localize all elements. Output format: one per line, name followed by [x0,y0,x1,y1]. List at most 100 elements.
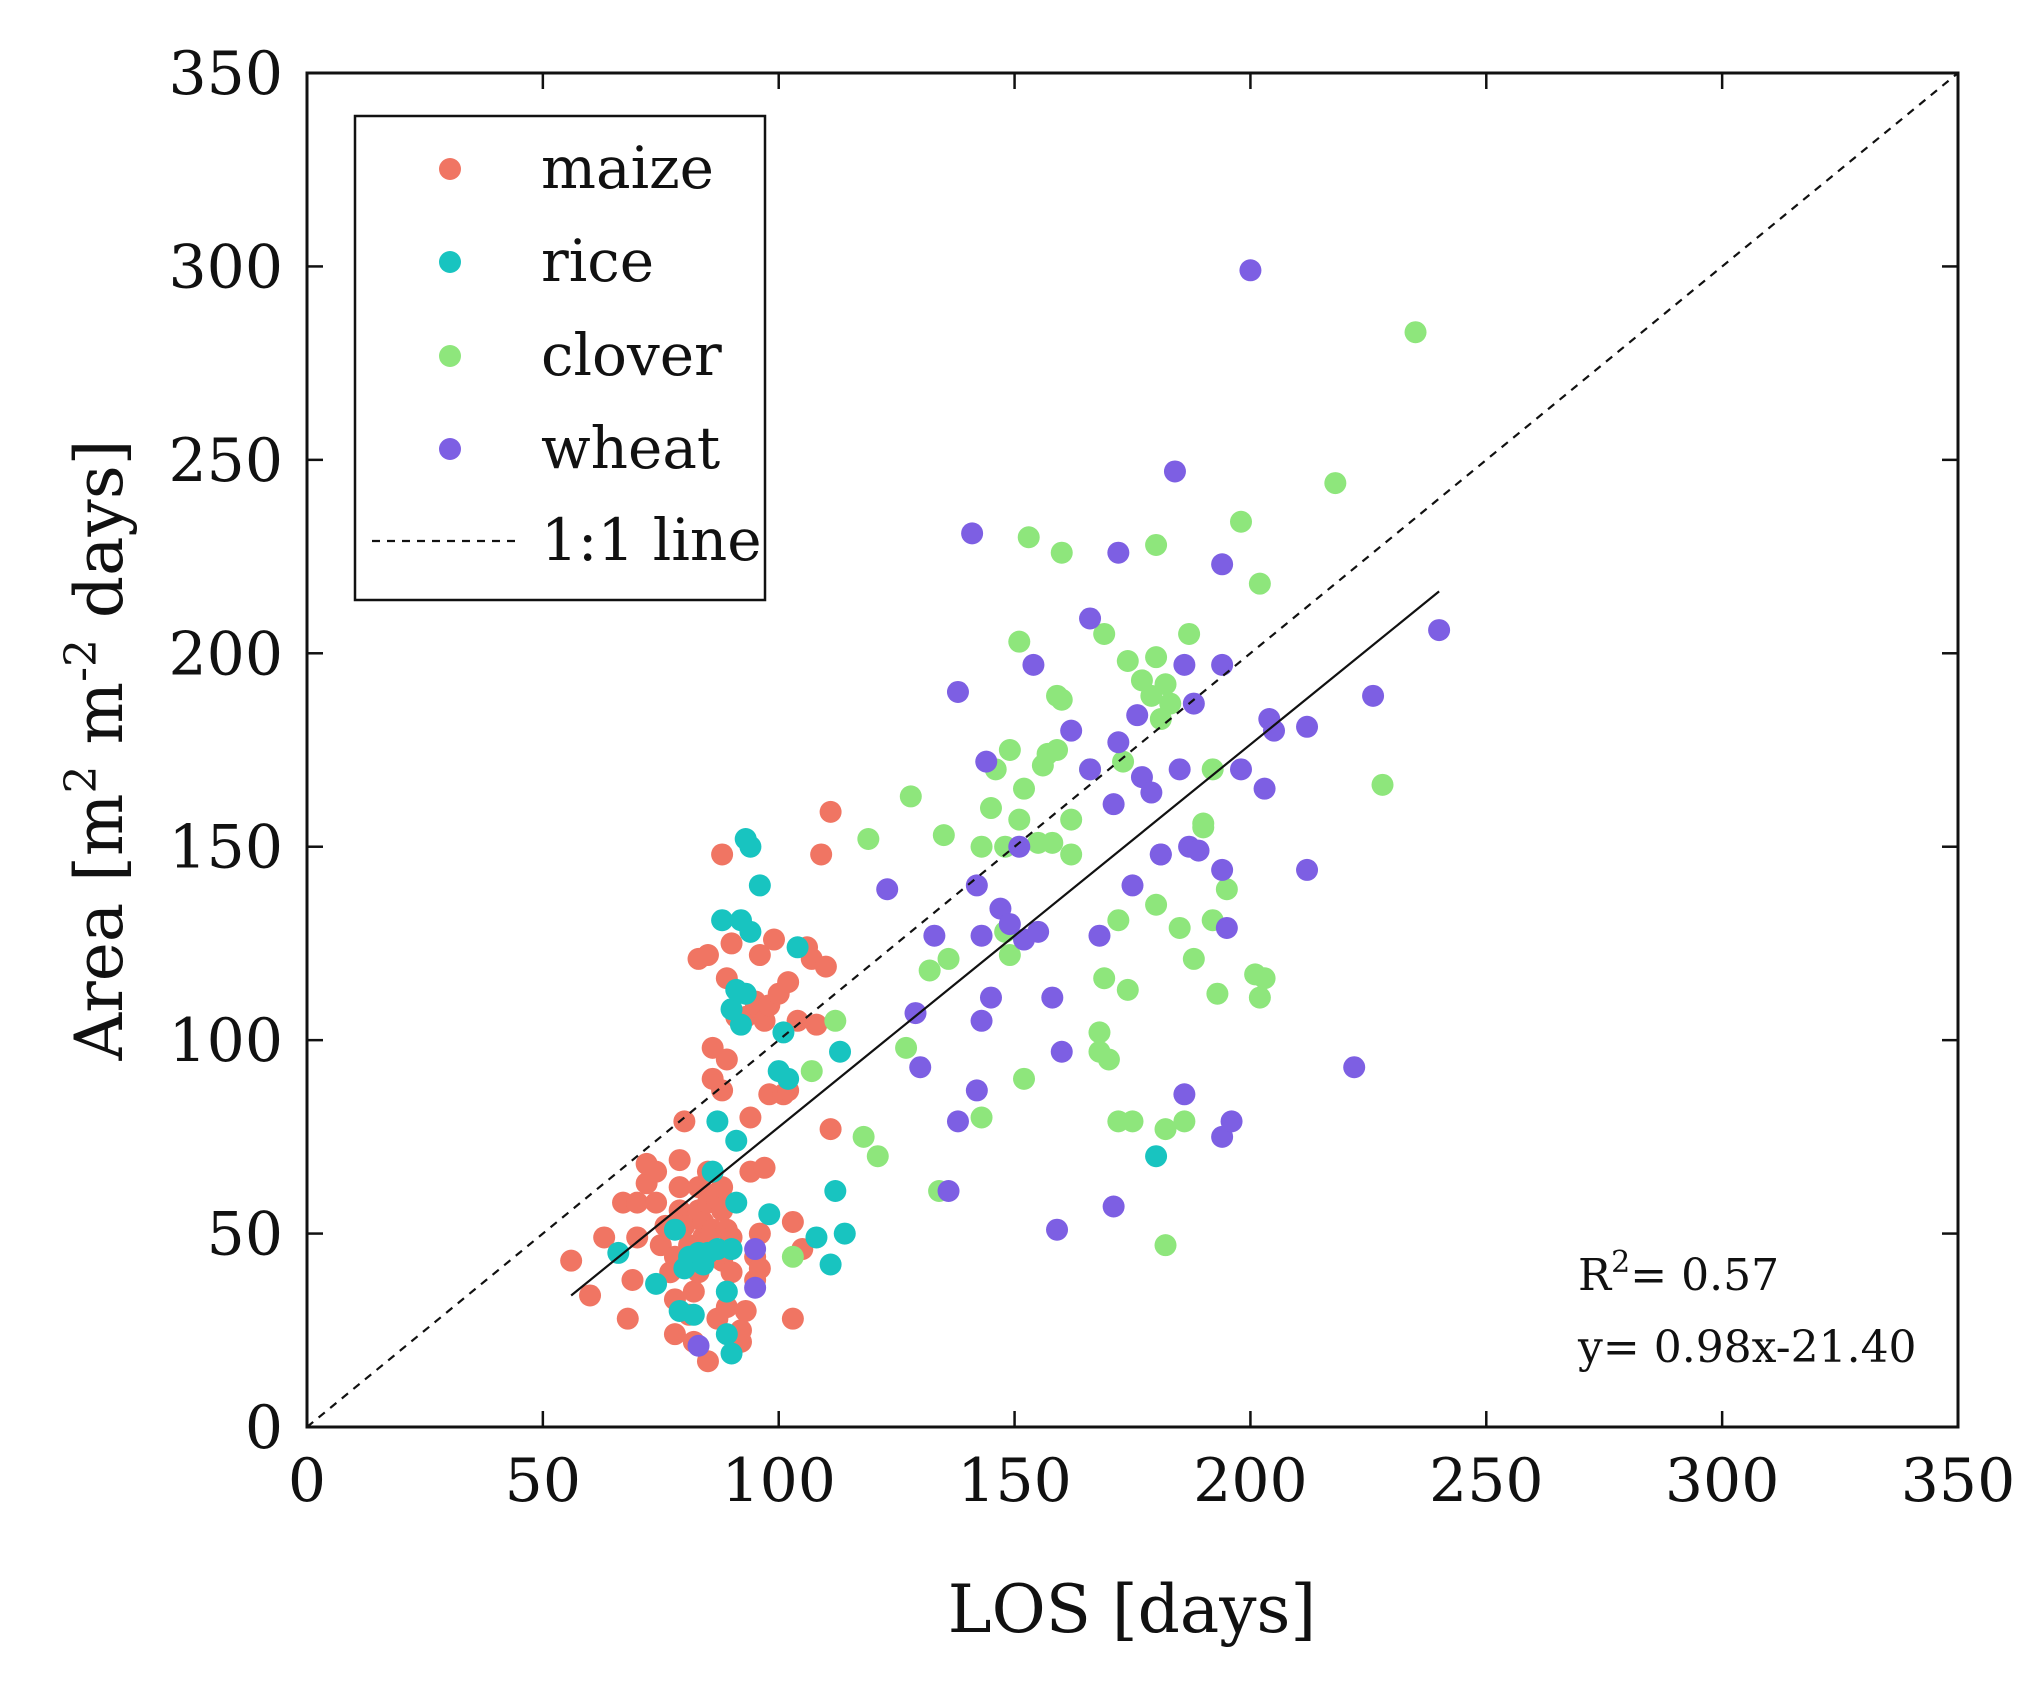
y-axis-title-sup-d: -2 [56,639,107,682]
wheat-point [1107,731,1130,754]
clover-point [1145,646,1168,669]
y-axis-title-part-c: m [61,682,138,766]
x-axis-title: LOS [days] [948,1571,1316,1648]
wheat-point [937,1180,960,1203]
rice-point [725,1191,748,1214]
wheat-point [965,874,988,897]
clover-point [1060,843,1083,866]
clover-point [857,827,880,850]
clover-point [1088,1021,1111,1044]
wheat-point [687,1334,710,1357]
maize-point [805,1013,828,1036]
wheat-point [1428,619,1451,642]
fit-annotation: R2= 0.57 y= 0.98x-21.40 [1577,1245,1917,1373]
wheat-point [1079,607,1102,630]
clover-point [1013,777,1036,800]
maize-point [748,944,771,967]
clover-point [1248,986,1271,1009]
wheat-point [1088,924,1111,947]
maize-point [626,1191,649,1214]
clover-point [1159,692,1182,715]
clover-point [1046,739,1069,761]
maize-point [819,800,842,823]
clover-point [1206,982,1229,1005]
wheat-point [1027,920,1050,943]
legend-marker-clover [439,345,461,367]
clover-point [1371,773,1394,796]
maize-point [626,1226,649,1249]
rice-point [663,1218,686,1241]
clover-point [979,797,1002,820]
rice-point [786,936,809,959]
maize-point [814,955,837,978]
maize-point [711,843,734,866]
wheat-point [1362,684,1385,707]
rice-point [725,1129,748,1152]
clover-point [1154,1118,1177,1141]
wheat-point [998,913,1021,936]
clover-point [866,1145,889,1168]
r-squared-base: R [1578,1250,1613,1301]
maize-point [762,928,785,951]
wheat-point [1102,793,1125,816]
rice-point [1145,1145,1168,1168]
clover-point [1182,947,1205,970]
y-tick-label: 200 [168,619,283,689]
r-squared-value: = 0.57 [1630,1250,1779,1301]
clover-point [899,785,922,808]
wheat-point [1102,1195,1125,1218]
wheat-point [1050,1040,1073,1063]
clover-point [1121,1110,1144,1133]
x-tick-label: 50 [505,1446,581,1516]
wheat-point [961,522,984,545]
wheat-point [1211,858,1234,881]
x-tick-label: 150 [957,1446,1072,1516]
maize-point [696,944,719,967]
wheat-point [909,1056,932,1079]
clover-point [1050,688,1073,711]
clover-point [970,1106,993,1129]
reference-lines [306,72,1959,1428]
wheat-point [1060,719,1083,742]
maize-point [748,1257,771,1280]
maize-point [715,1296,738,1319]
maize-point [645,1191,668,1214]
x-tick-label: 250 [1429,1446,1544,1516]
rice-point [711,909,734,932]
y-tick-label: 100 [168,1006,283,1076]
clover-point [1112,750,1135,773]
legend-label-1-1-line: 1:1 line [541,506,762,574]
regression-equation: y= 0.98x-21.40 [1577,1322,1917,1373]
maize-point [668,1149,691,1172]
wheat-point [1173,1083,1196,1106]
axes-frame [305,71,1960,1429]
maize-point [819,1118,842,1141]
r-squared-label: R2= 0.57 [1578,1245,1779,1301]
wheat-point [970,1009,993,1032]
wheat-point [970,924,993,947]
clover-point [998,944,1021,967]
regression-line [570,590,1440,1297]
wheat-point [1239,259,1262,282]
maize-point [621,1268,644,1291]
legend-label-wheat: wheat [541,414,720,482]
y-axis-title-part-e: days] [61,440,138,639]
x-tick-label: 200 [1193,1446,1308,1516]
rice-point [645,1272,668,1295]
legend: maize rice clover wheat 1:1 line [353,114,767,602]
wheat-point [1079,758,1102,781]
y-tick-label: 300 [168,232,283,302]
tick-labels: 0 50 100 150 200 250 300 350 0 50 100 150 200 250 300 3… [168,39,2015,1516]
rice-point [607,1241,630,1264]
maize-point [593,1226,616,1249]
rice-point [739,920,762,943]
rice-point [715,1323,738,1346]
wheat-point [1296,715,1319,738]
wheat-point [1215,916,1238,939]
rice-point [720,1238,743,1261]
clover-point [1404,321,1427,344]
r-squared-sup: 2 [1611,1245,1630,1280]
clover-point [1201,758,1224,781]
maize-point [711,1079,734,1102]
